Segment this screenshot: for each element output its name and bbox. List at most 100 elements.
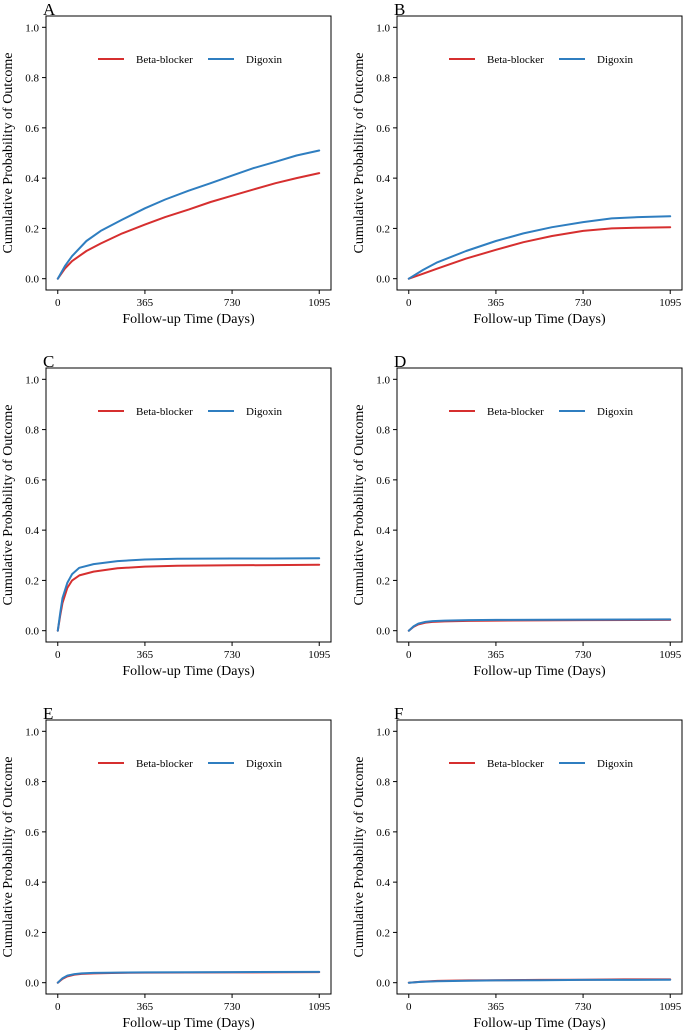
y-tick-label: 0.2 [25, 575, 39, 587]
series-line-digoxin [56, 149, 321, 280]
y-tick-label: 0.2 [376, 927, 390, 939]
y-axis-title: Cumulative Probability of Outcome [352, 404, 367, 605]
x-tick-label: 730 [224, 297, 241, 309]
series-line-digoxin [407, 978, 672, 984]
panel-d: D 0.0 0.2 0.4 0.6 0.8 1.0 0 365 730 1095 Follow-up … [352, 352, 683, 679]
panel-a: A 0.0 0.2 0.4 0.6 0.8 1.0 0 365 730 1095 Follow-up … [1, 0, 332, 327]
legend-label-digoxin: Digoxin [246, 758, 283, 770]
y-tick-label: 0.8 [25, 73, 39, 85]
legend-label-digoxin: Digoxin [597, 406, 634, 418]
panel-f: F 0.0 0.2 0.4 0.6 0.8 1.0 0 365 730 1095 Follow-up … [352, 704, 683, 1031]
y-tick-label: 0.0 [25, 274, 39, 286]
y-axis-title: Cumulative Probability of Outcome [1, 404, 16, 605]
legend-label-digoxin: Digoxin [597, 54, 634, 66]
panel-label: D [394, 352, 406, 371]
legend-label-beta-blocker: Beta-blocker [136, 758, 193, 770]
y-axis-title: Cumulative Probability of Outcome [1, 756, 16, 957]
legend-label-digoxin: Digoxin [246, 406, 283, 418]
plot-frame [45, 719, 332, 995]
y-tick-label: 0.4 [376, 877, 390, 889]
x-tick-label: 1095 [308, 649, 331, 661]
x-tick-label: 365 [488, 297, 505, 309]
y-tick-label: 0.2 [25, 223, 39, 235]
y-tick-label: 1.0 [25, 22, 39, 34]
panel-b: B 0.0 0.2 0.4 0.6 0.8 1.0 0 365 730 1095 Follow-up … [352, 0, 683, 327]
y-tick-label: 0.0 [25, 626, 39, 638]
panel-c: C 0.0 0.2 0.4 0.6 0.8 1.0 0 365 730 1095 Follow-up … [1, 352, 332, 679]
y-axis-title: Cumulative Probability of Outcome [352, 52, 367, 253]
x-tick-label: 365 [137, 297, 154, 309]
legend: Beta-blocker Digoxin [449, 406, 634, 418]
y-tick-label: 0.0 [376, 978, 390, 990]
series-line-digoxin [56, 970, 321, 984]
x-axis-title: Follow-up Time (Days) [473, 312, 606, 327]
y-tick-label: 1.0 [25, 374, 39, 386]
y-tick-label: 0.0 [376, 274, 390, 286]
series-line-digoxin [407, 215, 672, 280]
panel-label: C [43, 352, 54, 371]
y-tick-label: 1.0 [25, 726, 39, 738]
series-line-digoxin [56, 557, 321, 632]
y-tick-label: 0.6 [376, 123, 390, 135]
panel-label: B [394, 0, 405, 19]
legend: Beta-blocker Digoxin [98, 406, 283, 418]
y-tick-label: 0.8 [376, 73, 390, 85]
x-tick-label: 0 [55, 1001, 61, 1013]
x-tick-label: 1095 [659, 649, 682, 661]
plot-frame [45, 15, 332, 291]
y-tick-label: 1.0 [376, 726, 390, 738]
series-line-beta-blocker [56, 172, 321, 280]
y-tick-label: 0.2 [376, 575, 390, 587]
x-tick-label: 0 [406, 1001, 412, 1013]
legend-label-digoxin: Digoxin [597, 758, 634, 770]
y-axis-title: Cumulative Probability of Outcome [352, 756, 367, 957]
x-tick-label: 0 [55, 649, 61, 661]
x-tick-label: 0 [406, 649, 412, 661]
y-tick-label: 0.4 [25, 877, 39, 889]
legend: Beta-blocker Digoxin [449, 54, 634, 66]
y-tick-label: 0.4 [25, 173, 39, 185]
y-tick-label: 0.4 [376, 173, 390, 185]
legend-label-digoxin: Digoxin [246, 54, 283, 66]
x-axis-title: Follow-up Time (Days) [122, 664, 255, 679]
legend-label-beta-blocker: Beta-blocker [487, 54, 544, 66]
x-tick-label: 1095 [659, 1001, 682, 1013]
legend-label-beta-blocker: Beta-blocker [487, 758, 544, 770]
panel-label: E [43, 704, 53, 723]
x-tick-label: 730 [224, 649, 241, 661]
x-tick-label: 1095 [659, 297, 682, 309]
y-tick-label: 0.0 [376, 626, 390, 638]
y-tick-label: 0.8 [376, 777, 390, 789]
y-tick-label: 1.0 [376, 22, 390, 34]
y-tick-label: 0.4 [25, 525, 39, 537]
y-tick-label: 0.6 [376, 475, 390, 487]
legend: Beta-blocker Digoxin [98, 758, 283, 770]
y-tick-label: 0.8 [376, 425, 390, 437]
plot-frame [396, 367, 683, 643]
x-axis-title: Follow-up Time (Days) [122, 1016, 255, 1031]
x-tick-label: 365 [137, 1001, 154, 1013]
y-tick-label: 0.6 [25, 123, 39, 135]
y-tick-label: 0.4 [376, 525, 390, 537]
plot-frame [45, 367, 332, 643]
legend-label-beta-blocker: Beta-blocker [487, 406, 544, 418]
legend: Beta-blocker Digoxin [449, 758, 634, 770]
legend: Beta-blocker Digoxin [98, 54, 283, 66]
y-tick-label: 0.8 [25, 425, 39, 437]
series-line-beta-blocker [407, 226, 672, 280]
plot-frame [396, 719, 683, 995]
y-tick-label: 0.2 [25, 927, 39, 939]
series-line-beta-blocker [56, 563, 321, 632]
panel-label: A [43, 0, 56, 19]
x-axis-title: Follow-up Time (Days) [473, 664, 606, 679]
panel-e: E 0.0 0.2 0.4 0.6 0.8 1.0 0 365 730 1095 Follow-up … [1, 704, 332, 1031]
y-tick-label: 0.6 [25, 827, 39, 839]
legend-label-beta-blocker: Beta-blocker [136, 54, 193, 66]
x-tick-label: 365 [137, 649, 154, 661]
y-axis-title: Cumulative Probability of Outcome [1, 52, 16, 253]
plot-frame [396, 15, 683, 291]
x-tick-label: 1095 [308, 1001, 331, 1013]
x-axis-title: Follow-up Time (Days) [473, 1016, 606, 1031]
y-tick-label: 1.0 [376, 374, 390, 386]
y-tick-label: 0.6 [25, 475, 39, 487]
